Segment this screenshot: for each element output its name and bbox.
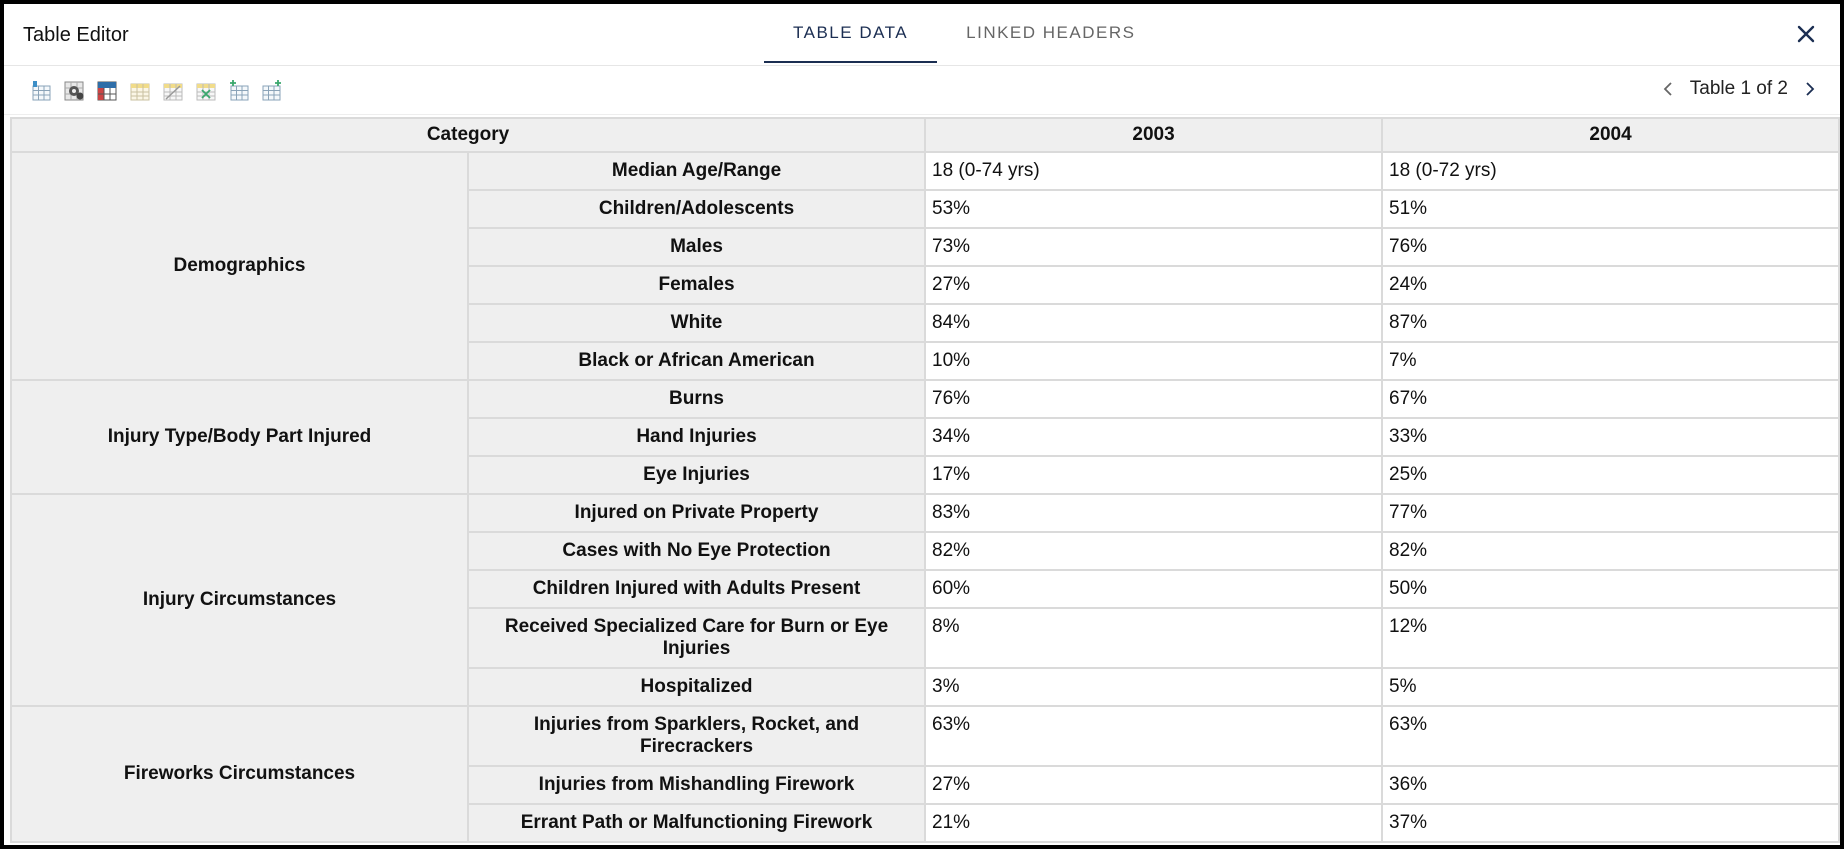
data-table: Category 2003 2004 Demographics Median A… bbox=[9, 117, 1840, 843]
table-row: Injury Circumstances Injured on Private … bbox=[10, 493, 1840, 707]
value-2004-cell[interactable]: 67% bbox=[1381, 379, 1840, 419]
tab-bar: TABLE DATA LINKED HEADERS bbox=[764, 4, 1164, 65]
value-2004-cell[interactable]: 77% bbox=[1381, 493, 1840, 533]
table-row: Injury Type/Body Part Injured Burns 76% … bbox=[10, 379, 1840, 495]
value-2003-cell[interactable]: 21% bbox=[924, 803, 1384, 843]
row-label-cell[interactable]: Females bbox=[466, 265, 927, 305]
split-cells-icon[interactable] bbox=[161, 79, 185, 103]
chevron-right-icon[interactable] bbox=[1802, 79, 1818, 99]
row-label-cell[interactable]: Injuries from Sparklers, Rocket, and Fir… bbox=[466, 705, 927, 767]
value-2004-cell[interactable]: 24% bbox=[1381, 265, 1840, 305]
table-editor-dialog: Table Editor TABLE DATA LINKED HEADERS bbox=[4, 4, 1840, 845]
category-cell[interactable]: Injury Circumstances bbox=[10, 493, 469, 707]
value-2004-cell[interactable]: 87% bbox=[1381, 303, 1840, 343]
table-header-row: Category 2003 2004 bbox=[9, 117, 1840, 153]
pager-label: Table 1 of 2 bbox=[1689, 78, 1788, 99]
value-2003-cell[interactable]: 83% bbox=[924, 493, 1384, 533]
value-2003-cell[interactable]: 82% bbox=[924, 531, 1384, 571]
value-2004-cell[interactable]: 12% bbox=[1381, 607, 1840, 669]
table-row: Females 27% 24% bbox=[11, 265, 1840, 305]
header-category[interactable]: Category bbox=[9, 117, 927, 153]
close-icon[interactable] bbox=[1794, 22, 1818, 46]
row-label-cell[interactable]: Eye Injuries bbox=[466, 455, 927, 495]
header-cells-icon[interactable] bbox=[95, 79, 119, 103]
value-2004-cell[interactable]: 36% bbox=[1381, 765, 1840, 805]
table-row: Children/Adolescents 53% 51% bbox=[11, 189, 1840, 229]
value-2004-cell[interactable]: 63% bbox=[1381, 705, 1840, 767]
value-2003-cell[interactable]: 53% bbox=[924, 189, 1384, 229]
value-2004-cell[interactable]: 76% bbox=[1381, 227, 1840, 267]
row-label-cell[interactable]: Hand Injuries bbox=[466, 417, 927, 457]
value-2004-cell[interactable]: 25% bbox=[1381, 455, 1840, 495]
value-2004-cell[interactable]: 50% bbox=[1381, 569, 1840, 609]
row-label-cell[interactable]: Cases with No Eye Protection bbox=[466, 531, 927, 571]
value-2003-cell[interactable]: 84% bbox=[924, 303, 1384, 343]
value-2004-cell[interactable]: 18 (0-72 yrs) bbox=[1381, 151, 1840, 191]
table-row: Injuries from Mishandling Firework 27% 3… bbox=[11, 765, 1840, 805]
row-label-cell[interactable]: Hospitalized bbox=[466, 667, 927, 707]
header-2004[interactable]: 2004 bbox=[1381, 117, 1840, 153]
value-2004-cell[interactable]: 33% bbox=[1381, 417, 1840, 457]
table-container: Category 2003 2004 Demographics Median A… bbox=[9, 117, 1840, 843]
value-2003-cell[interactable]: 8% bbox=[924, 607, 1384, 669]
toolbar-icons bbox=[29, 79, 284, 103]
merge-columns-icon[interactable] bbox=[128, 79, 152, 103]
row-label-cell[interactable]: White bbox=[466, 303, 927, 343]
table-row: Hospitalized 3% 5% bbox=[11, 667, 1840, 707]
category-cell[interactable]: Demographics bbox=[10, 151, 469, 381]
value-2003-cell[interactable]: 27% bbox=[924, 265, 1384, 305]
tab-table-data[interactable]: TABLE DATA bbox=[764, 4, 938, 63]
value-2003-cell[interactable]: 76% bbox=[924, 379, 1384, 419]
table-row: White 84% 87% bbox=[11, 303, 1840, 343]
row-label-cell[interactable]: Injured on Private Property bbox=[466, 493, 927, 533]
table-pager: Table 1 of 2 bbox=[1660, 78, 1818, 100]
toolbar: Table 1 of 2 bbox=[4, 66, 1840, 115]
tab-linked-headers[interactable]: LINKED HEADERS bbox=[966, 22, 1136, 42]
row-label-cell[interactable]: Children/Adolescents bbox=[466, 189, 927, 229]
value-2003-cell[interactable]: 3% bbox=[924, 667, 1384, 707]
header-2003[interactable]: 2003 bbox=[924, 117, 1384, 153]
row-label-cell[interactable]: Median Age/Range bbox=[466, 151, 927, 191]
value-2004-cell[interactable]: 51% bbox=[1381, 189, 1840, 229]
value-2003-cell[interactable]: 73% bbox=[924, 227, 1384, 267]
table-row: Hand Injuries 34% 33% bbox=[11, 417, 1840, 457]
insert-row-icon[interactable] bbox=[29, 79, 53, 103]
row-label-cell[interactable]: Children Injured with Adults Present bbox=[466, 569, 927, 609]
table-row: Eye Injuries 17% 25% bbox=[11, 455, 1840, 495]
table-settings-icon[interactable] bbox=[62, 79, 86, 103]
value-2003-cell[interactable]: 60% bbox=[924, 569, 1384, 609]
value-2003-cell[interactable]: 18 (0-74 yrs) bbox=[924, 151, 1384, 191]
value-2004-cell[interactable]: 7% bbox=[1381, 341, 1840, 381]
value-2004-cell[interactable]: 82% bbox=[1381, 531, 1840, 571]
value-2004-cell[interactable]: 5% bbox=[1381, 667, 1840, 707]
dialog-header: Table Editor TABLE DATA LINKED HEADERS bbox=[4, 4, 1840, 66]
row-label-cell[interactable]: Males bbox=[466, 227, 927, 267]
row-label-cell[interactable]: Burns bbox=[466, 379, 927, 419]
value-2003-cell[interactable]: 34% bbox=[924, 417, 1384, 457]
table-row: Black or African American 10% 7% bbox=[11, 341, 1840, 381]
table-row: Received Specialized Care for Burn or Ey… bbox=[11, 607, 1840, 669]
highlight-cells-icon[interactable] bbox=[194, 79, 218, 103]
table-row: Children Injured with Adults Present 60%… bbox=[11, 569, 1840, 609]
category-cell[interactable]: Injury Type/Body Part Injured bbox=[10, 379, 469, 495]
value-2004-cell[interactable]: 37% bbox=[1381, 803, 1840, 843]
row-label-cell[interactable]: Received Specialized Care for Burn or Ey… bbox=[466, 607, 927, 669]
add-column-icon[interactable] bbox=[260, 79, 284, 103]
category-cell[interactable]: Fireworks Circumstances bbox=[10, 705, 469, 843]
row-label-cell[interactable]: Black or African American bbox=[466, 341, 927, 381]
table-row: Errant Path or Malfunctioning Firework 2… bbox=[11, 803, 1840, 843]
add-row-icon[interactable] bbox=[227, 79, 251, 103]
value-2003-cell[interactable]: 17% bbox=[924, 455, 1384, 495]
table-row: Fireworks Circumstances Injuries from Sp… bbox=[10, 705, 1840, 843]
value-2003-cell[interactable]: 27% bbox=[924, 765, 1384, 805]
chevron-left-icon[interactable] bbox=[1660, 79, 1676, 99]
table-row: Cases with No Eye Protection 82% 82% bbox=[11, 531, 1840, 571]
table-row: Demographics Median Age/Range 18 (0-74 y… bbox=[10, 151, 1840, 381]
row-label-cell[interactable]: Injuries from Mishandling Firework bbox=[466, 765, 927, 805]
row-label-cell[interactable]: Errant Path or Malfunctioning Firework bbox=[466, 803, 927, 843]
table-row: Males 73% 76% bbox=[11, 227, 1840, 267]
value-2003-cell[interactable]: 10% bbox=[924, 341, 1384, 381]
value-2003-cell[interactable]: 63% bbox=[924, 705, 1384, 767]
dialog-title: Table Editor bbox=[23, 24, 129, 46]
